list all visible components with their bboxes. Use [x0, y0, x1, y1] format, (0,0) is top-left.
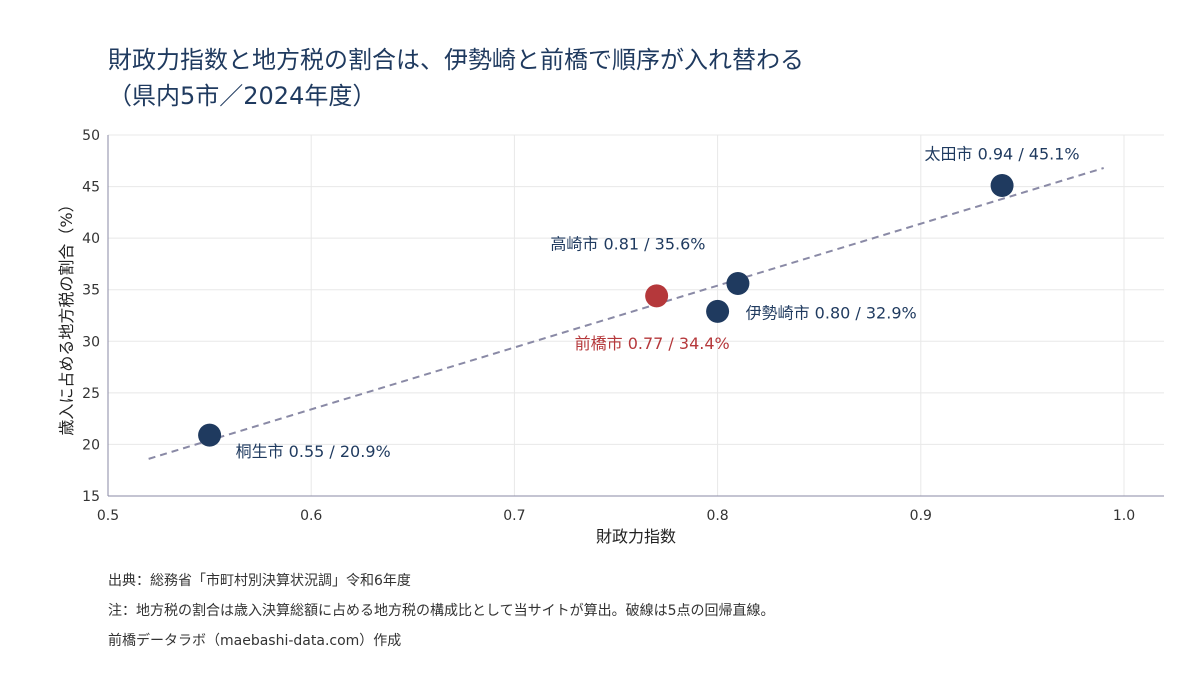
- data-label-2: 高崎市 0.81 / 35.6%: [550, 235, 705, 254]
- footer-source: 出典：総務省「市町村別決算状況調」令和6年度: [108, 573, 411, 589]
- footer-credit: 前橋データラボ（maebashi-data.com）作成: [108, 633, 402, 649]
- regression-line: [148, 167, 1104, 460]
- data-point-1: [990, 174, 1014, 198]
- y-axis-label: 歳入に占める地方税の割合（%）: [57, 196, 76, 435]
- x-tick-label: 1.0: [1113, 508, 1135, 524]
- y-tick-label: 50: [82, 128, 100, 144]
- x-tick-label: 0.9: [910, 508, 932, 524]
- y-tick-label: 45: [82, 180, 100, 196]
- x-tick-label: 0.7: [503, 508, 525, 524]
- chart-subtitle: （県内5市／2024年度）: [108, 82, 377, 110]
- axis-layer: 15 20 25 30 35 40 45 50 0.5 0.6 0.7 0.8 0.9 1.0: [82, 128, 1164, 524]
- data-point-4: [645, 284, 669, 308]
- y-tick-label: 40: [82, 231, 100, 247]
- labels-layer: 太田市 0.94 / 45.1% 高崎市 0.81 / 35.6% 伊勢崎市 0.8…: [236, 145, 1080, 462]
- regression-layer: [148, 167, 1104, 460]
- x-tick-label: 0.6: [300, 508, 322, 524]
- grid-layer: [108, 134, 1164, 496]
- y-tick-label: 15: [82, 489, 100, 505]
- y-tick-label: 30: [82, 334, 100, 350]
- data-point-3: [706, 299, 730, 323]
- y-tick-label: 20: [82, 437, 100, 453]
- data-label-4: 前橋市 0.77 / 34.4%: [575, 334, 730, 353]
- y-tick-label: 35: [82, 283, 100, 299]
- data-label-3: 伊勢崎市 0.80 / 32.9%: [746, 303, 917, 322]
- x-axis-label: 財政力指数: [596, 527, 676, 546]
- y-tick-label: 25: [82, 386, 100, 402]
- data-point-2: [726, 272, 750, 296]
- x-tick-label: 0.8: [706, 508, 728, 524]
- x-tick-label: 0.5: [97, 508, 119, 524]
- points-layer: [198, 174, 1014, 447]
- data-point-5: [198, 423, 222, 447]
- data-label-1: 太田市 0.94 / 45.1%: [925, 145, 1080, 164]
- chart-title: 財政力指数と地方税の割合は、伊勢崎と前橋で順序が入れ替わる: [108, 46, 804, 74]
- data-label-5: 桐生市 0.55 / 20.9%: [236, 442, 391, 461]
- footer-note: 注：地方税の割合は歳入決算総額に占める地方税の構成比として当サイトが算出。破線は…: [108, 603, 775, 619]
